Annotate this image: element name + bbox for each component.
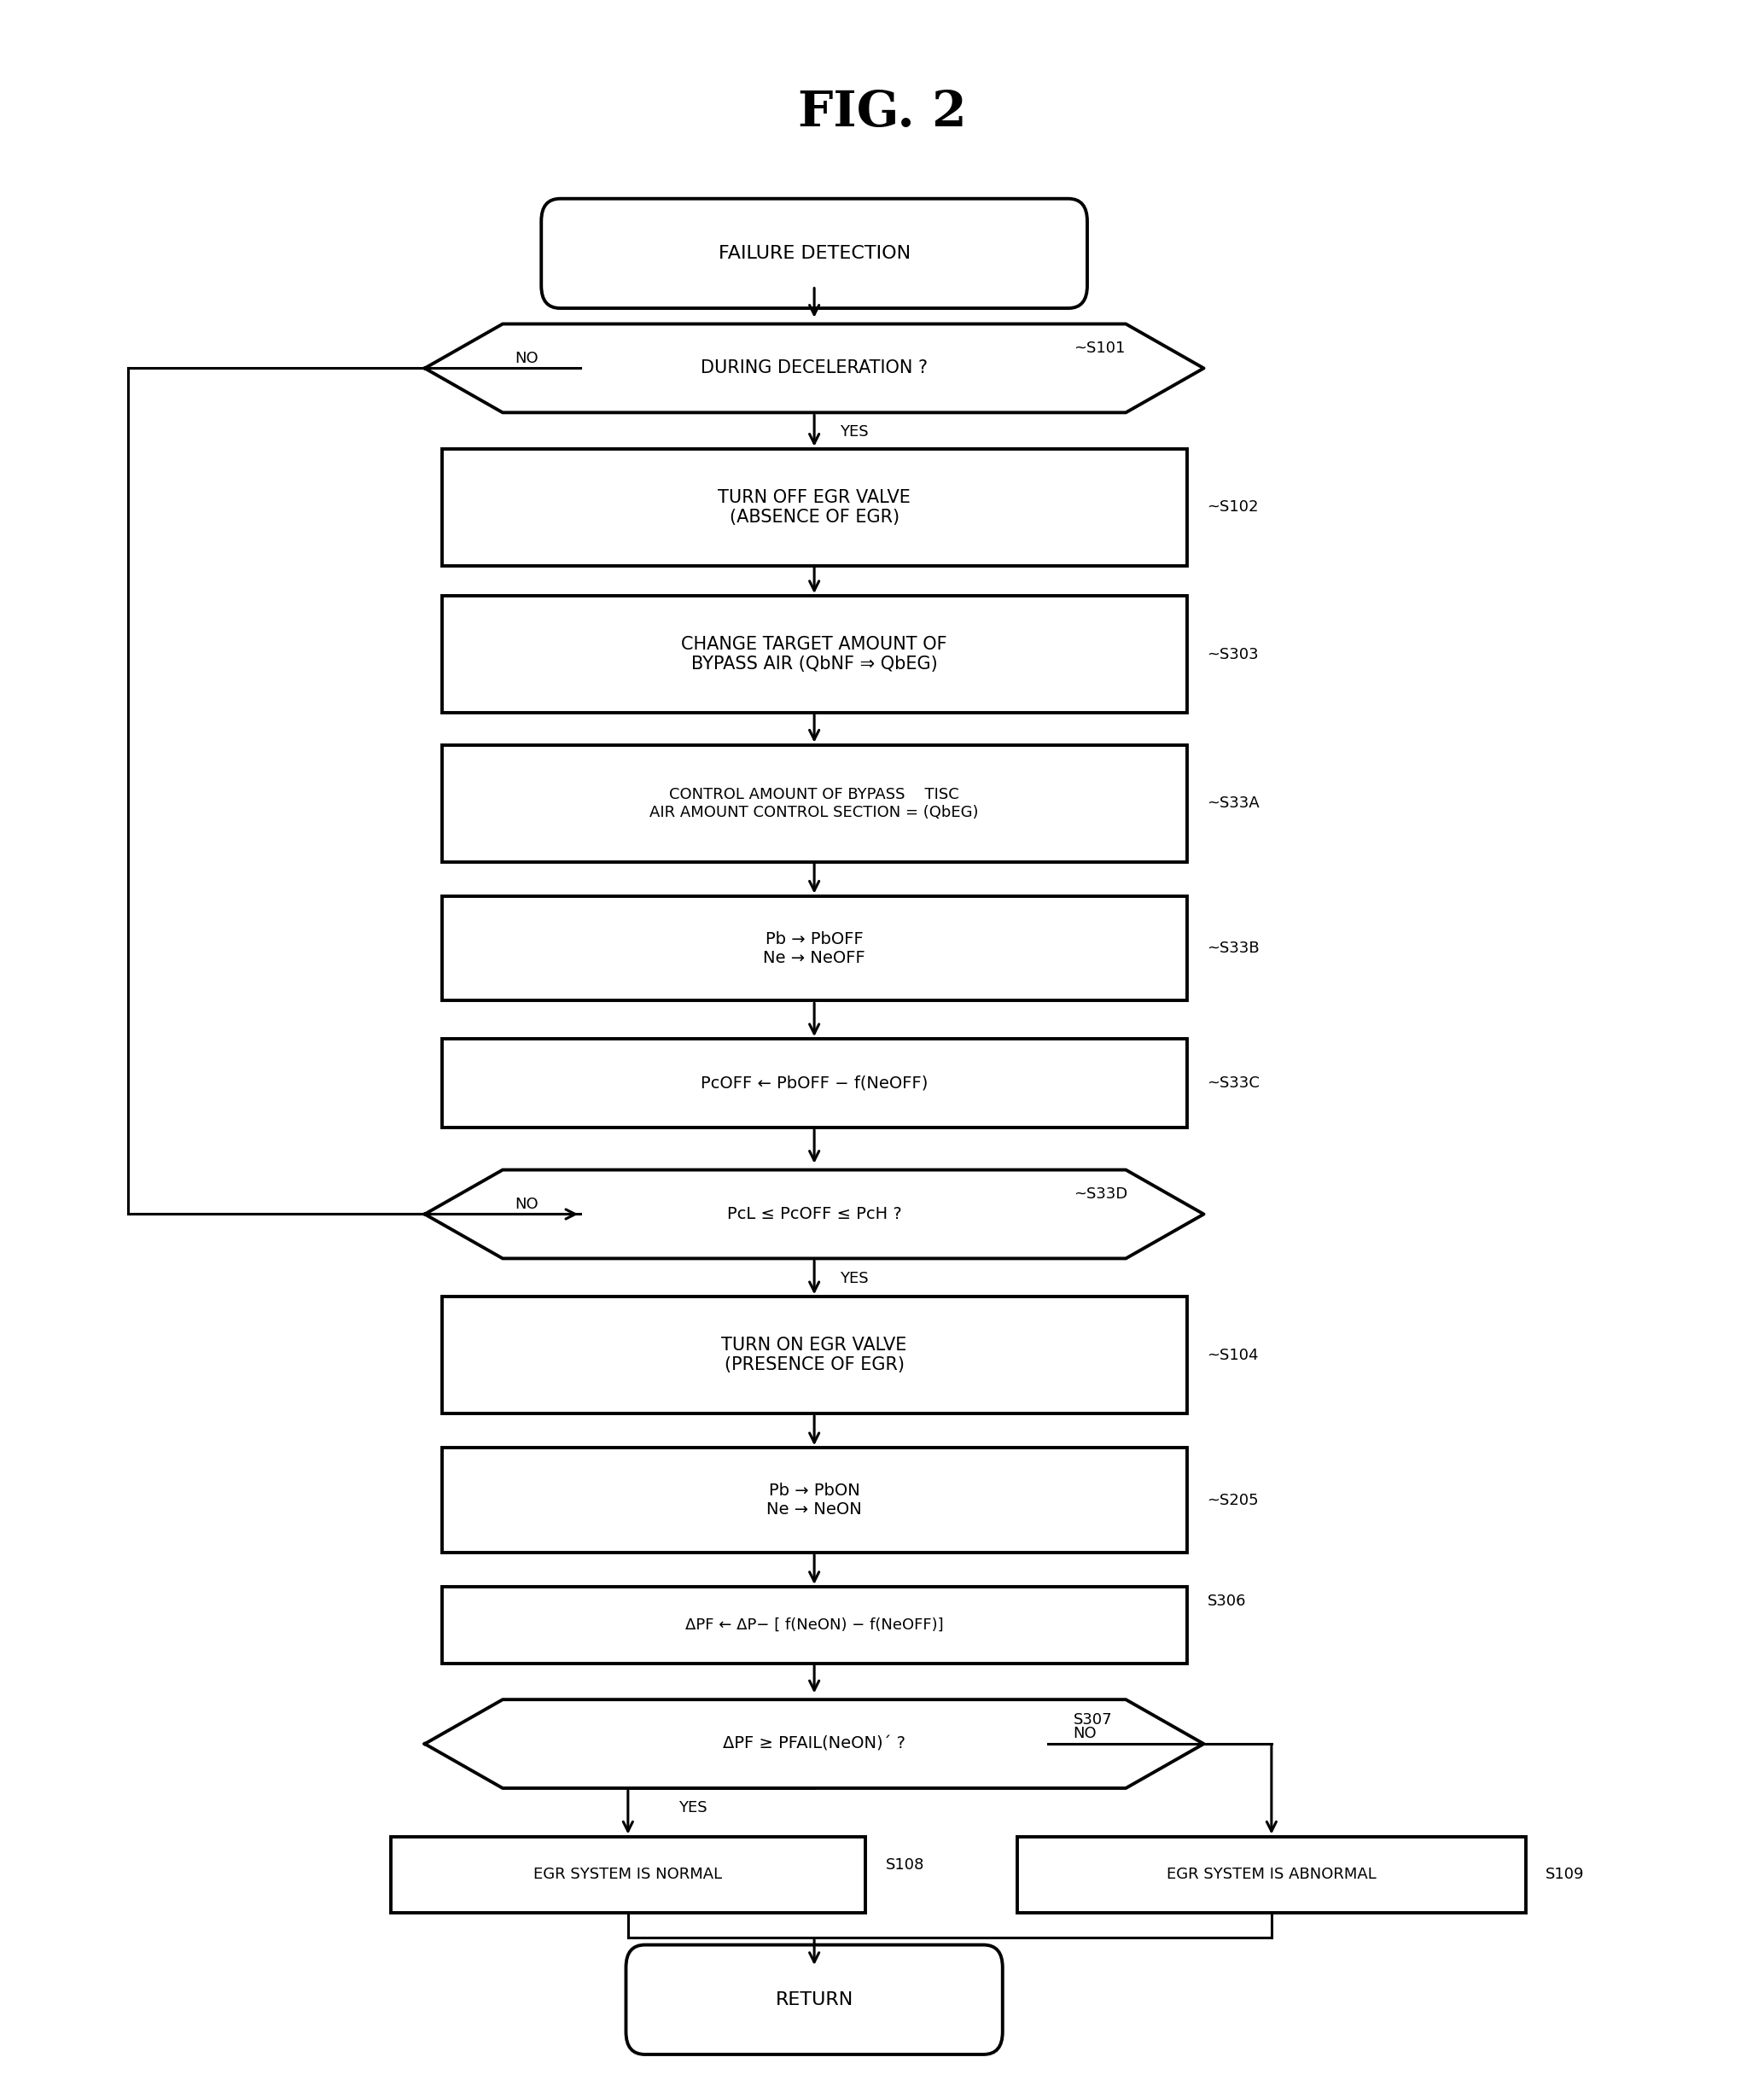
Text: DURING DECELERATION ?: DURING DECELERATION ? bbox=[700, 359, 928, 378]
Text: S307: S307 bbox=[1073, 1712, 1113, 1727]
Text: ~S33D: ~S33D bbox=[1073, 1185, 1127, 1202]
Text: NO: NO bbox=[1073, 1727, 1097, 1741]
Bar bbox=[441, 1297, 1187, 1414]
Text: TURN OFF EGR VALVE
(ABSENCE OF EGR): TURN OFF EGR VALVE (ABSENCE OF EGR) bbox=[718, 489, 910, 527]
Text: ~S33B: ~S33B bbox=[1207, 940, 1259, 957]
Polygon shape bbox=[425, 323, 1203, 413]
Polygon shape bbox=[425, 1699, 1203, 1787]
Text: YES: YES bbox=[679, 1800, 707, 1815]
FancyBboxPatch shape bbox=[542, 199, 1087, 308]
Text: EGR SYSTEM IS NORMAL: EGR SYSTEM IS NORMAL bbox=[534, 1867, 721, 1882]
Text: PcL ≤ PcOFF ≤ PcH ?: PcL ≤ PcOFF ≤ PcH ? bbox=[727, 1206, 901, 1223]
Polygon shape bbox=[425, 1171, 1203, 1259]
Text: ~S303: ~S303 bbox=[1207, 646, 1259, 663]
Text: YES: YES bbox=[840, 424, 868, 441]
Text: RETURN: RETURN bbox=[776, 1991, 854, 2008]
Text: ~S101: ~S101 bbox=[1073, 340, 1125, 357]
Text: ~S33C: ~S33C bbox=[1207, 1076, 1259, 1091]
Text: S108: S108 bbox=[886, 1857, 924, 1871]
FancyBboxPatch shape bbox=[626, 1945, 1002, 2054]
Text: ~S102: ~S102 bbox=[1207, 499, 1259, 514]
Text: NO: NO bbox=[515, 1196, 538, 1213]
Text: FAILURE DETECTION: FAILURE DETECTION bbox=[718, 245, 910, 262]
Text: ~S205: ~S205 bbox=[1207, 1492, 1259, 1508]
Bar bbox=[1018, 1836, 1526, 1913]
Bar bbox=[441, 896, 1187, 1001]
Text: CONTROL AMOUNT OF BYPASS    TISC
AIR AMOUNT CONTROL SECTION = (QbEG): CONTROL AMOUNT OF BYPASS TISC AIR AMOUNT… bbox=[649, 787, 979, 820]
Text: ~S104: ~S104 bbox=[1207, 1347, 1259, 1364]
Text: Pb → PbOFF
Ne → NeOFF: Pb → PbOFF Ne → NeOFF bbox=[764, 932, 866, 965]
Text: S306: S306 bbox=[1207, 1592, 1245, 1609]
Text: NO: NO bbox=[515, 350, 538, 365]
Text: EGR SYSTEM IS ABNORMAL: EGR SYSTEM IS ABNORMAL bbox=[1166, 1867, 1376, 1882]
Text: FIG. 2: FIG. 2 bbox=[797, 88, 967, 136]
Text: TURN ON EGR VALVE
(PRESENCE OF EGR): TURN ON EGR VALVE (PRESENCE OF EGR) bbox=[721, 1336, 907, 1374]
Text: CHANGE TARGET AMOUNT OF
BYPASS AIR (QbNF ⇒ QbEG): CHANGE TARGET AMOUNT OF BYPASS AIR (QbNF… bbox=[681, 636, 947, 673]
Bar bbox=[441, 745, 1187, 862]
Text: PcOFF ← PbOFF − f(NeOFF): PcOFF ← PbOFF − f(NeOFF) bbox=[700, 1074, 928, 1091]
Bar bbox=[441, 1039, 1187, 1127]
Text: ΔPF ← ΔP− [ f(NeON) − f(NeOFF)]: ΔPF ← ΔP− [ f(NeON) − f(NeOFF)] bbox=[684, 1618, 944, 1632]
Bar bbox=[441, 1448, 1187, 1553]
Text: S109: S109 bbox=[1545, 1867, 1584, 1882]
Text: ΔPF ≥ PFAIL(NeON)´ ?: ΔPF ≥ PFAIL(NeON)´ ? bbox=[723, 1735, 905, 1752]
Bar bbox=[392, 1836, 864, 1913]
Bar bbox=[441, 596, 1187, 713]
Bar bbox=[441, 449, 1187, 566]
Text: YES: YES bbox=[840, 1271, 868, 1286]
Text: Pb → PbON
Ne → NeON: Pb → PbON Ne → NeON bbox=[767, 1483, 863, 1517]
Bar bbox=[441, 1586, 1187, 1664]
Text: ~S33A: ~S33A bbox=[1207, 795, 1259, 812]
